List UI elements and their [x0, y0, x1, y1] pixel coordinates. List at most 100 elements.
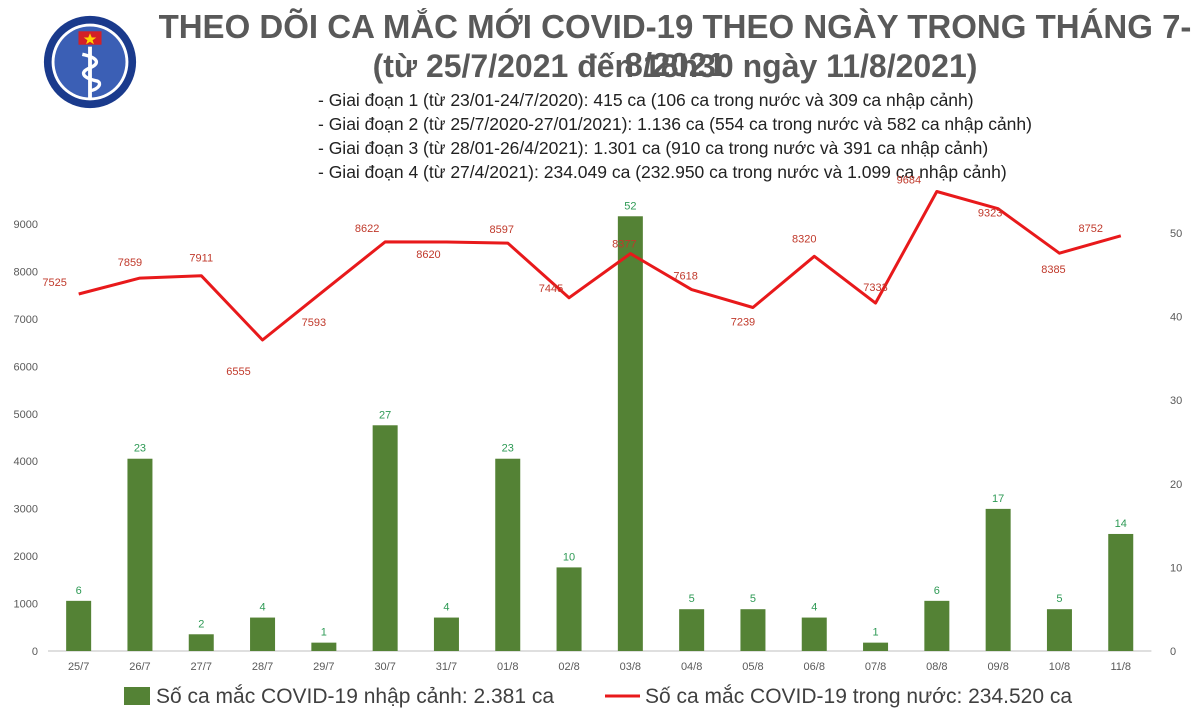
x-axis-tick-label: 29/7	[313, 661, 334, 673]
x-axis-tick-label: 06/8	[804, 661, 825, 673]
line-value-label: 8620	[416, 249, 440, 261]
line-value-label: 7525	[42, 277, 66, 289]
phase-2-summary: - Giai đoạn 2 (từ 25/7/2020-27/01/2021):…	[318, 114, 1032, 134]
bar-value-label: 6	[76, 585, 82, 597]
left-axis-tick-label: 8000	[14, 266, 38, 278]
bar-value-label: 52	[624, 200, 636, 212]
bar-imported-cases	[127, 458, 153, 651]
legend-bar-label: Số ca mắc COVID-19 nhập cảnh: 2.381 ca	[156, 685, 554, 708]
left-axis-tick-label: 4000	[14, 456, 38, 468]
phase-3-summary: - Giai đoạn 3 (từ 28/01-26/4/2021): 1.30…	[318, 138, 989, 158]
bar-value-label: 5	[750, 593, 756, 605]
left-axis-tick-label: 6000	[14, 361, 38, 373]
right-axis-tick-label: 40	[1170, 312, 1182, 324]
line-value-label: 7859	[118, 257, 142, 269]
line-value-label: 8320	[792, 233, 816, 245]
left-axis-tick-label: 3000	[14, 504, 38, 516]
x-axis-tick-label: 03/8	[620, 661, 641, 673]
right-axis-tick-label: 50	[1170, 228, 1182, 240]
x-axis-tick-label: 10/8	[1049, 661, 1070, 673]
bar-imported-cases	[679, 609, 705, 651]
right-axis-tick-label: 10	[1170, 562, 1182, 574]
line-value-label: 7618	[673, 271, 697, 283]
bar-value-label: 5	[689, 593, 695, 605]
bar-imported-cases	[740, 609, 766, 651]
bar-value-label: 17	[992, 493, 1004, 505]
ministry-of-health-logo	[43, 15, 137, 109]
bar-imported-cases	[924, 600, 950, 651]
left-axis-tick-label: 1000	[14, 599, 38, 611]
left-axis-tick-label: 7000	[14, 314, 38, 326]
bar-value-label: 6	[934, 585, 940, 597]
legend-bar-swatch	[124, 687, 150, 705]
bar-imported-cases	[188, 634, 214, 651]
x-axis-tick-label: 26/7	[129, 661, 150, 673]
right-axis-tick-label: 30	[1170, 395, 1182, 407]
line-value-label: 9684	[897, 175, 921, 187]
bar-imported-cases	[556, 567, 582, 651]
phase-1-summary: - Giai đoạn 1 (từ 23/01-24/7/2020): 415 …	[318, 90, 974, 110]
line-domestic-cases	[78, 190, 1122, 342]
x-axis-tick-label: 02/8	[558, 661, 579, 673]
legend-line-label: Số ca mắc COVID-19 trong nước: 234.520 c…	[645, 685, 1072, 708]
bar-imported-cases	[985, 508, 1011, 651]
left-axis-tick-label: 9000	[14, 219, 38, 231]
line-value-label: 7333	[863, 282, 887, 294]
chart-title: THEO DÕI CA MẮC MỚI COVID-19 THEO NGÀY T…	[158, 8, 1192, 83]
phase-summary-list: - Giai đoạn 1 (từ 23/01-24/7/2020): 415 …	[318, 88, 1032, 184]
bar-imported-cases	[311, 642, 337, 651]
line-value-label: 8597	[490, 224, 514, 236]
bar-imported-cases	[801, 617, 827, 651]
left-axis-tick-label: 2000	[14, 551, 38, 563]
line-value-label: 7445	[539, 283, 563, 295]
x-axis-tick-label: 09/8	[987, 661, 1008, 673]
x-axis-tick-label: 05/8	[742, 661, 763, 673]
bar-value-label: 1	[321, 627, 327, 639]
line-value-label: 6555	[226, 366, 250, 378]
line-value-label: 8622	[355, 223, 379, 235]
bar-value-label: 1	[872, 627, 878, 639]
right-axis-tick-label: 0	[1170, 646, 1176, 658]
left-axis-tick-label: 5000	[14, 409, 38, 421]
bar-value-label: 4	[259, 602, 265, 614]
bar-value-label: 4	[811, 602, 817, 614]
bar-imported-cases	[372, 425, 398, 651]
bar-imported-cases	[433, 617, 459, 651]
bar-imported-cases	[617, 216, 643, 651]
bar-imported-cases	[1046, 609, 1072, 651]
bar-value-label: 27	[379, 409, 391, 421]
bar-imported-cases	[495, 458, 521, 651]
line-value-label: 7911	[189, 253, 213, 265]
bar-value-label: 5	[1056, 593, 1062, 605]
line-value-label: 7239	[731, 317, 755, 329]
line-value-label: 8752	[1079, 223, 1103, 235]
x-axis-tick-label: 11/8	[1110, 661, 1131, 673]
x-axis-tick-label: 25/7	[68, 661, 89, 673]
phase-4-summary: - Giai đoạn 4 (từ 27/4/2021): 234.049 ca…	[318, 162, 1007, 182]
x-axis-tick-label: 07/8	[865, 661, 886, 673]
bar-value-label: 23	[134, 443, 146, 455]
line-value-label: 8377	[612, 239, 636, 251]
bar-imported-cases	[863, 642, 889, 651]
bar-imported-cases	[250, 617, 276, 651]
x-axis-tick-label: 04/8	[681, 661, 702, 673]
line-value-label: 8385	[1041, 264, 1065, 276]
chart-subtitle: (từ 25/7/2021 đến 18h30 ngày 11/8/2021)	[372, 48, 978, 84]
left-axis-tick-label: 0	[32, 646, 38, 658]
right-axis-tick-label: 20	[1170, 479, 1182, 491]
bar-value-label: 14	[1115, 518, 1127, 530]
bar-imported-cases	[66, 600, 92, 651]
bar-value-label: 23	[502, 443, 514, 455]
x-axis-tick-label: 30/7	[374, 661, 395, 673]
bar-value-label: 2	[198, 618, 204, 630]
line-value-label: 9323	[978, 208, 1002, 220]
line-value-label: 7593	[302, 317, 326, 329]
x-axis-tick-label: 28/7	[252, 661, 273, 673]
x-axis-tick-label: 27/7	[191, 661, 212, 673]
x-axis-tick-label: 01/8	[497, 661, 518, 673]
x-axis-tick-label: 08/8	[926, 661, 947, 673]
x-axis-tick-label: 31/7	[436, 661, 457, 673]
bar-value-label: 10	[563, 551, 575, 563]
bar-value-label: 4	[443, 602, 449, 614]
